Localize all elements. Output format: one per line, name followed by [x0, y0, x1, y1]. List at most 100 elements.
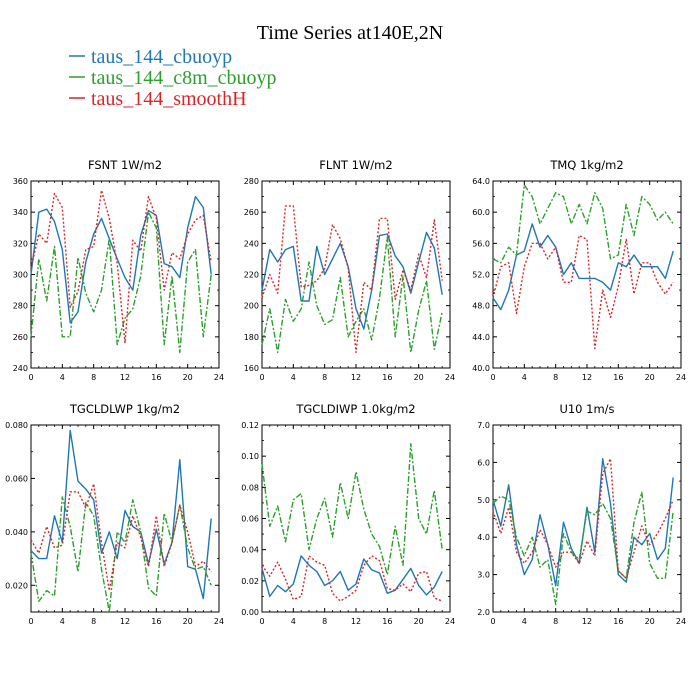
legend-label-cbuoyp: taus_144_cbuoyp: [91, 46, 232, 68]
panel-flnt: FLNT 1W/m2 0 4 8 12 16 20 24 160 180 200 220 240 260 2…: [244, 158, 455, 382]
u10-y-tick-label: 5.0: [477, 496, 490, 505]
fsnt-y-tick-label: 300: [13, 271, 28, 280]
u10-plot-frame: [492, 424, 682, 613]
u10-y-tick-label: 6.0: [477, 458, 490, 467]
tgcldiwp-y-tick-label: 0.04: [241, 546, 259, 555]
tgcldiwp-y-tick-label: 0.00: [241, 608, 259, 617]
fsnt-y-tick-label: 320: [13, 239, 28, 248]
legend-entry-cbuoyp: taus_144_cbuoyp: [69, 46, 232, 68]
tgcldlwp-x-tick-label: 0: [28, 617, 33, 626]
flnt-y-tick-label: 220: [244, 271, 259, 280]
fsnt-y-tick-label: 360: [13, 177, 28, 186]
u10-x-tick-label: 16: [613, 617, 623, 626]
tgcldlwp-x-tick-label: 12: [120, 617, 130, 626]
flnt-series-cbuoyp: [261, 231, 443, 330]
tgcldiwp-y-tick-label: 0.12: [241, 421, 259, 430]
u10-x-tick-label: 8: [553, 617, 558, 626]
tmq-y-tick-label: 52.0: [472, 271, 490, 280]
flnt-panel-title: FLNT 1W/m2: [319, 158, 392, 172]
tmq-y-tick-label: 60.0: [472, 208, 490, 217]
u10-x-tick-label: 0: [490, 617, 495, 626]
tgcldiwp-x-tick-label: 20: [414, 617, 424, 626]
tmq-panel-title: TMQ 1kg/m2: [549, 158, 623, 172]
tmq-x-tick-label: 16: [613, 373, 623, 382]
flnt-x-tick-label: 12: [351, 373, 361, 382]
tgcldlwp-y-tick-label: 0.060: [5, 474, 28, 483]
u10-x-tick-label: 4: [522, 617, 527, 626]
tmq-y-tick-label: 56.0: [472, 239, 490, 248]
fsnt-y-tick-label: 240: [13, 364, 28, 373]
tgcldiwp-series-cbuoyp: [261, 555, 443, 598]
u10-panel-title: U10 1m/s: [559, 402, 614, 416]
flnt-x-tick-label: 8: [322, 373, 327, 382]
fsnt-y-tick-label: 260: [13, 333, 28, 342]
tmq-y-tick-label: 64.0: [472, 177, 490, 186]
tmq-x-tick-label: 4: [522, 373, 527, 382]
flnt-x-tick-label: 0: [259, 373, 264, 382]
panel-u10: U10 1m/s 0 4 8 12 16 20 24 2.0 3.0 4.0 5.0 6.0 7.0: [477, 402, 686, 626]
panel-tgcldlwp: TGCLDLWP 1kg/m2 0 4 8 12 16 20 24 0.020 0.040 0.06…: [5, 402, 224, 626]
tmq-series-c8m-cbuoyp: [492, 184, 674, 264]
tmq-y-tick-label: 44.0: [472, 333, 490, 342]
u10-series-cbuoyp: [492, 458, 674, 587]
u10-x-tick-label: 12: [582, 617, 592, 626]
u10-series-smoothh: [492, 458, 674, 579]
tgcldlwp-y-tick-label: 0.040: [5, 528, 28, 537]
flnt-y-tick-label: 200: [244, 302, 259, 311]
u10-y-tick-label: 2.0: [477, 608, 490, 617]
u10-y-tick-label: 3.0: [477, 571, 490, 580]
tgcldlwp-y-tick-label: 0.020: [5, 581, 28, 590]
flnt-y-tick-label: 280: [244, 177, 259, 186]
fsnt-panel-title: FSNT 1W/m2: [88, 158, 162, 172]
u10-x-tick-label: 24: [676, 617, 686, 626]
tmq-series-smoothh: [492, 234, 674, 350]
panel-tmq: TMQ 1kg/m2 0 4 8 12 16 20 24 40.0 44.0 48.0 52.0 56.…: [472, 158, 686, 382]
flnt-x-tick-label: 16: [382, 373, 392, 382]
fsnt-series-cbuoyp: [30, 195, 212, 324]
tgcldlwp-series-c8m-cbuoyp: [30, 496, 212, 613]
tgcldiwp-y-tick-label: 0.08: [241, 483, 259, 492]
legend: taus_144_cbuoyp taus_144_c8m_cbuoyp taus…: [69, 46, 277, 110]
tmq-x-tick-label: 12: [582, 373, 592, 382]
fsnt-x-tick-label: 24: [214, 373, 224, 382]
tgcldiwp-series-smoothh: [261, 555, 443, 602]
flnt-series-c8m-cbuoyp: [261, 236, 443, 354]
fsnt-x-tick-label: 4: [60, 373, 65, 382]
tgcldiwp-x-tick-label: 8: [322, 617, 327, 626]
fsnt-series-smoothh: [30, 189, 212, 344]
flnt-x-tick-label: 20: [414, 373, 424, 382]
fsnt-x-tick-label: 0: [28, 373, 33, 382]
tgcldiwp-x-tick-label: 0: [259, 617, 264, 626]
tmq-x-tick-label: 0: [490, 373, 495, 382]
tmq-y-tick-label: 48.0: [472, 302, 490, 311]
fsnt-y-tick-label: 280: [13, 302, 28, 311]
fsnt-x-tick-label: 12: [120, 373, 130, 382]
fsnt-x-tick-label: 16: [151, 373, 161, 382]
tgcldlwp-x-tick-label: 8: [91, 617, 96, 626]
tmq-series-cbuoyp: [492, 223, 674, 311]
u10-y-tick-label: 7.0: [477, 421, 490, 430]
fsnt-x-tick-label: 20: [183, 373, 193, 382]
tmq-y-tick-label: 40.0: [472, 364, 490, 373]
legend-entry-c8m-cbuoyp: taus_144_c8m_cbuoyp: [69, 67, 277, 89]
legend-entry-smoothh: taus_144_smoothH: [69, 88, 247, 110]
u10-series-c8m-cbuoyp: [492, 491, 674, 606]
tgcldiwp-x-tick-label: 12: [351, 617, 361, 626]
tgcldiwp-x-tick-label: 16: [382, 617, 392, 626]
flnt-x-tick-label: 24: [445, 373, 455, 382]
flnt-y-tick-label: 160: [244, 364, 259, 373]
figure-title: Time Series at140E,2N: [257, 22, 443, 44]
tgcldlwp-y-tick-label: 0.080: [5, 421, 28, 430]
tmq-x-tick-label: 8: [553, 373, 558, 382]
tgcldlwp-panel-title: TGCLDLWP 1kg/m2: [69, 402, 180, 416]
u10-x-tick-label: 20: [645, 617, 655, 626]
tgcldlwp-x-tick-label: 24: [214, 617, 224, 626]
tgcldiwp-y-tick-label: 0.06: [241, 515, 259, 524]
tgcldiwp-panel-title: TGCLDIWP 1.0kg/m2: [295, 402, 415, 416]
panel-tgcldiwp: TGCLDIWP 1.0kg/m2 0 4 8 12 16 20 24 0.00 0.02 0.04…: [241, 402, 455, 626]
panel-fsnt: FSNT 1W/m2 0 4 8 12 16 20 24 240 260 280 300 320 340 3…: [13, 158, 224, 382]
tgcldlwp-x-tick-label: 16: [151, 617, 161, 626]
tgcldiwp-series-c8m-cbuoyp: [261, 443, 443, 576]
flnt-x-tick-label: 4: [291, 373, 296, 382]
legend-label-c8m-cbuoyp: taus_144_c8m_cbuoyp: [91, 67, 277, 89]
